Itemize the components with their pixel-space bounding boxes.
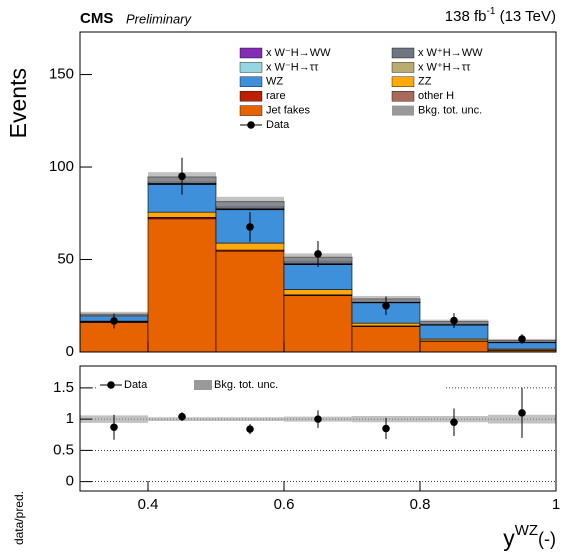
x-axis-label: yWZ(-) [503, 522, 556, 551]
stack-segment [147, 218, 217, 353]
legend-label: WZ [266, 76, 283, 88]
stack-segment [283, 264, 353, 290]
legend-swatch [239, 62, 263, 73]
ratio-point [246, 425, 254, 433]
ratio-y-tick-label: 0 [66, 473, 74, 490]
stack-segment [283, 295, 353, 353]
legend-label: x W⁺H→WW [418, 47, 483, 59]
ratio-legend-data-marker [107, 381, 115, 389]
y-tick-label: 50 [57, 250, 74, 267]
legend-swatch [391, 62, 415, 73]
ratio-unc-band [216, 417, 284, 421]
data-point [314, 250, 322, 258]
ratio-legend-label: Bkg. tot. unc. [214, 379, 278, 391]
ratio-point [110, 423, 118, 432]
legend-label: x W⁻H→WW [266, 47, 331, 59]
data-point [246, 223, 254, 231]
stack-segment [351, 322, 421, 327]
lumi-sup: -1 [487, 6, 496, 17]
plot-frame [79, 31, 557, 353]
data-point [450, 316, 458, 325]
stack-segment [351, 326, 421, 353]
y-tick-label: 100 [49, 158, 74, 175]
ratio-frame [79, 365, 557, 492]
legend-swatch [391, 76, 415, 88]
data-point [110, 317, 118, 325]
ratio-point [314, 415, 322, 423]
legend-label: x W⁻H→ττ [266, 61, 319, 73]
stack-segment [215, 242, 285, 251]
stack-segment [147, 211, 217, 218]
stack-segment [283, 289, 353, 296]
status: Preliminary [126, 11, 193, 26]
y-tick-label: 0 [66, 343, 74, 360]
y-tick-label: 150 [49, 66, 74, 83]
stack-segment [419, 340, 489, 353]
x-tick-label: 0.4 [138, 496, 159, 513]
stack-segment [215, 250, 285, 353]
x-label-sup: WZ [515, 522, 538, 539]
legend-swatch [239, 47, 263, 59]
legend-label: Jet fakes [266, 105, 311, 117]
x-label-base: y [503, 525, 515, 551]
ratio-point [518, 409, 526, 417]
ratio-y-tick-label: 1.5 [53, 379, 74, 396]
ratio-point [382, 424, 390, 433]
legend-label: Bkg. tot. unc. [418, 105, 482, 117]
lumi-suffix: (13 TeV) [495, 8, 556, 25]
x-tick-label: 1 [552, 496, 560, 513]
legend-data-marker [247, 121, 255, 129]
legend-swatch [391, 90, 415, 102]
ratio-point [450, 418, 458, 427]
legend-label: x W⁺H→ττ [418, 61, 471, 73]
ratio-legend-swatch [194, 380, 212, 390]
lumi-base: 138 fb [445, 8, 487, 25]
ratio-y-tick-label: 0.5 [53, 441, 74, 458]
bkg-unc-band [216, 196, 284, 207]
y-axis-label: Events [5, 68, 31, 138]
data-point [518, 335, 526, 343]
ratio-y-tick-label: 1 [66, 410, 74, 427]
ratio-legend-label: Data [124, 379, 148, 391]
lumi: 138 fb-1 (13 TeV) [445, 6, 556, 25]
data-point [382, 301, 390, 310]
legend-swatch [239, 76, 263, 88]
x-tick-label: 0.6 [274, 496, 295, 513]
legend-label: ZZ [418, 76, 432, 88]
legend-swatch [392, 105, 414, 116]
x-label-suffix: (-) [538, 529, 556, 549]
legend-label: other H [418, 90, 454, 102]
ratio-legend-bg [96, 376, 446, 394]
legend-swatch [239, 90, 263, 102]
ratio-y-axis-label: data/pred. [12, 491, 26, 545]
x-tick-label: 0.8 [410, 496, 431, 513]
ratio-point [178, 412, 186, 421]
experiment: CMS [80, 10, 113, 27]
legend-label: rare [266, 90, 286, 102]
legend-swatch [239, 105, 263, 116]
legend-label: Data [266, 119, 290, 131]
legend-swatch [391, 47, 415, 59]
data-point [178, 172, 186, 181]
